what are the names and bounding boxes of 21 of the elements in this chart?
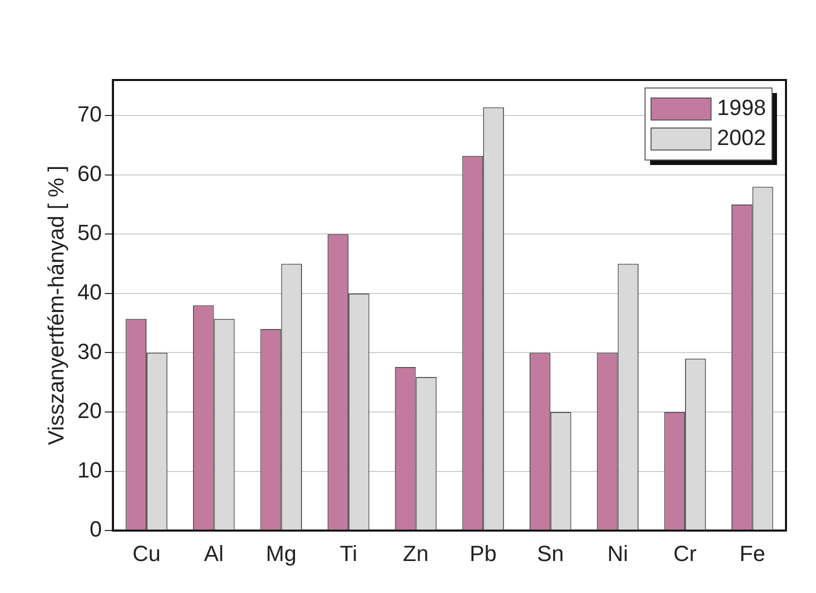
- y-tick-label: 10: [77, 457, 102, 482]
- x-tick-label: Ni: [607, 540, 628, 566]
- x-tick-label: Pb: [470, 540, 497, 566]
- x-tick-label: Ti: [340, 540, 358, 566]
- legend-label: 1998: [717, 95, 766, 120]
- y-tick-label: 20: [77, 398, 102, 424]
- x-tick-label: Sn: [536, 540, 564, 566]
- x-tick-label: Mg: [266, 540, 296, 566]
- y-tick-label: 0: [90, 516, 102, 542]
- x-tick-label: Cr: [673, 540, 697, 566]
- x-tick-label: Cu: [132, 540, 161, 566]
- y-tick-label: 70: [77, 102, 102, 127]
- x-tick-label: Al: [204, 540, 224, 566]
- legend-label: 2002: [717, 125, 766, 150]
- y-tick-label: 60: [77, 160, 102, 186]
- x-tick-label: Zn: [402, 540, 429, 566]
- y-tick-label: 30: [77, 338, 102, 364]
- y-tick-label: 40: [77, 280, 102, 305]
- x-tick-label: Fe: [740, 540, 766, 566]
- y-axis-title: Visszanyertfém-hányad [ % ]: [43, 165, 68, 446]
- y-tick-label: 50: [77, 220, 102, 246]
